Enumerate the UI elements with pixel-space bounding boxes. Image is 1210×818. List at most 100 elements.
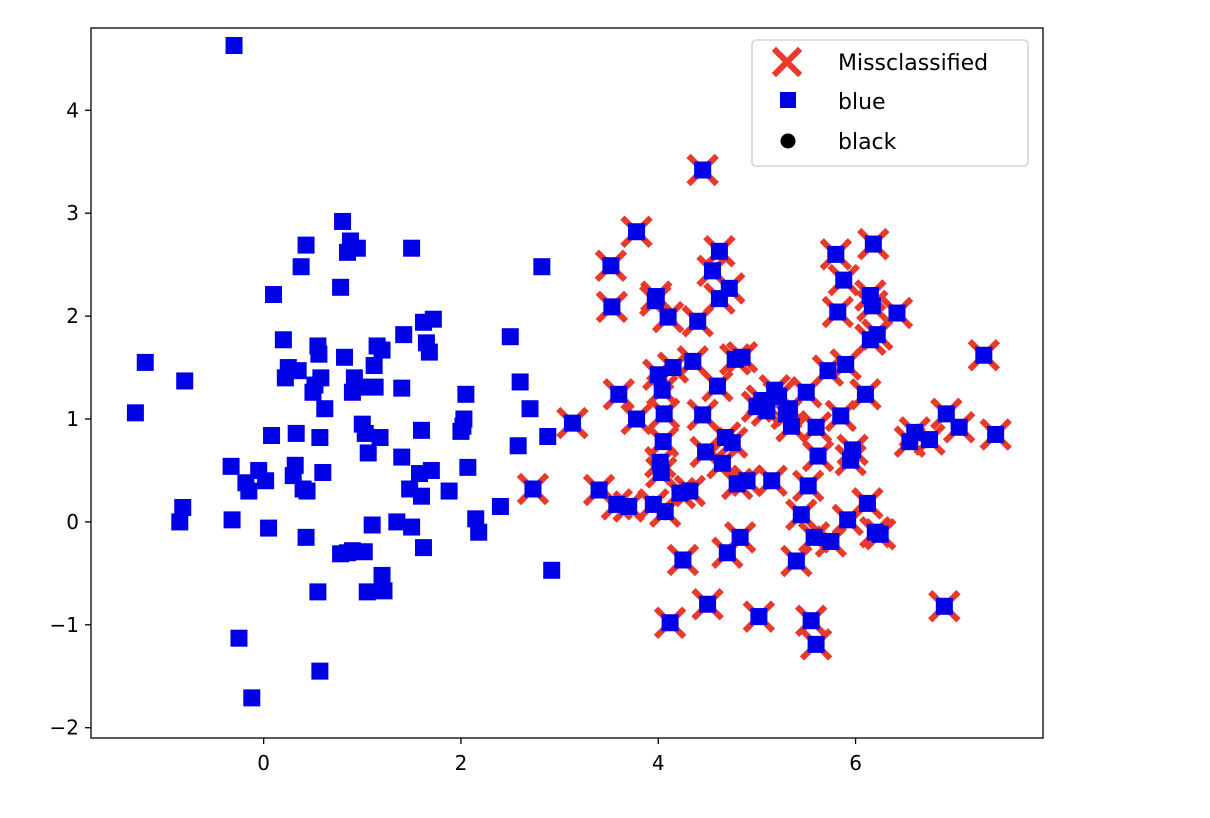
data-point (371, 429, 389, 447)
data-point (590, 481, 608, 499)
data-point (832, 407, 850, 425)
data-point (720, 279, 738, 297)
data-point (358, 583, 376, 601)
data-point (365, 357, 383, 375)
data-point (543, 561, 561, 579)
data-point (470, 523, 488, 541)
data-point (403, 518, 421, 536)
data-point (819, 362, 837, 380)
data-point (310, 345, 328, 363)
data-point (708, 377, 726, 395)
data-point (839, 511, 857, 529)
data-point (689, 312, 707, 330)
data-point (171, 513, 189, 531)
data-point (713, 454, 731, 472)
data-point (539, 428, 557, 446)
data-point (311, 662, 329, 680)
data-point (661, 614, 679, 632)
data-point (864, 235, 882, 253)
data-point (758, 402, 776, 420)
data-point (243, 689, 261, 707)
data-point (602, 257, 620, 275)
y-tick-label: 3 (66, 201, 79, 225)
y-tick-label: 1 (66, 407, 79, 431)
data-point (274, 331, 292, 349)
data-point (704, 262, 722, 280)
legend-label-missclassified: Missclassified (838, 51, 988, 76)
data-point (628, 223, 646, 241)
data-point (921, 431, 939, 449)
circle-marker-icon (780, 133, 796, 149)
data-point (603, 298, 621, 316)
data-point (420, 343, 438, 361)
data-point (797, 383, 815, 401)
data-point (424, 310, 442, 328)
data-point (694, 406, 712, 424)
data-point (807, 635, 825, 653)
data-point (787, 552, 805, 570)
data-point (509, 437, 527, 455)
data-point (316, 400, 334, 418)
data-point (652, 464, 670, 482)
data-point (467, 510, 485, 528)
data-point (412, 421, 430, 439)
data-point (835, 271, 853, 289)
data-point (906, 423, 924, 441)
x-tick-label: 2 (455, 751, 468, 775)
data-point (647, 288, 665, 306)
x-axis: 0 2 4 6 (257, 738, 862, 775)
data-point (837, 355, 855, 373)
square-marker-icon (780, 92, 796, 108)
data-point (230, 629, 248, 647)
data-point (459, 458, 477, 476)
data-point (792, 506, 810, 524)
data-point (649, 366, 667, 384)
data-point (950, 418, 968, 436)
data-point (738, 472, 756, 490)
data-point (863, 297, 881, 315)
data-point (414, 539, 432, 557)
data-point (710, 242, 728, 260)
data-point (763, 472, 781, 490)
data-point (780, 400, 798, 418)
y-tick-label: −1 (50, 613, 79, 637)
legend-box (751, 39, 1029, 167)
data-point (332, 278, 350, 296)
data-point (366, 378, 384, 396)
data-point (222, 457, 240, 475)
data-point (332, 545, 350, 563)
data-point (610, 385, 628, 403)
data-point (521, 400, 539, 418)
plot-frame (90, 27, 1044, 739)
data-point (393, 379, 411, 397)
data-point (733, 348, 751, 366)
data-point (858, 494, 876, 512)
data-point (395, 326, 413, 344)
data-point (314, 464, 332, 482)
data-point (694, 161, 712, 179)
data-point (802, 612, 820, 630)
x-tick-label: 4 (652, 751, 665, 775)
data-point (491, 497, 509, 515)
data-point (297, 528, 315, 546)
data-point (265, 286, 283, 304)
data-point (225, 36, 243, 54)
data-point (664, 359, 682, 377)
data-point (355, 543, 373, 561)
legend-entry-blue: blue (780, 90, 886, 115)
data-point (827, 245, 845, 263)
data-point (868, 326, 886, 344)
data-point (937, 405, 955, 423)
y-axis: −2 −1 0 1 2 3 4 (50, 98, 91, 740)
data-point (309, 583, 327, 601)
data-point (829, 303, 847, 321)
data-point (805, 528, 823, 546)
data-point (655, 405, 673, 423)
data-point (363, 516, 381, 534)
y-tick-label: −2 (50, 716, 79, 740)
data-point (653, 381, 671, 399)
x-tick-label: 0 (257, 751, 270, 775)
data-point (822, 532, 840, 550)
data-point (373, 341, 391, 359)
